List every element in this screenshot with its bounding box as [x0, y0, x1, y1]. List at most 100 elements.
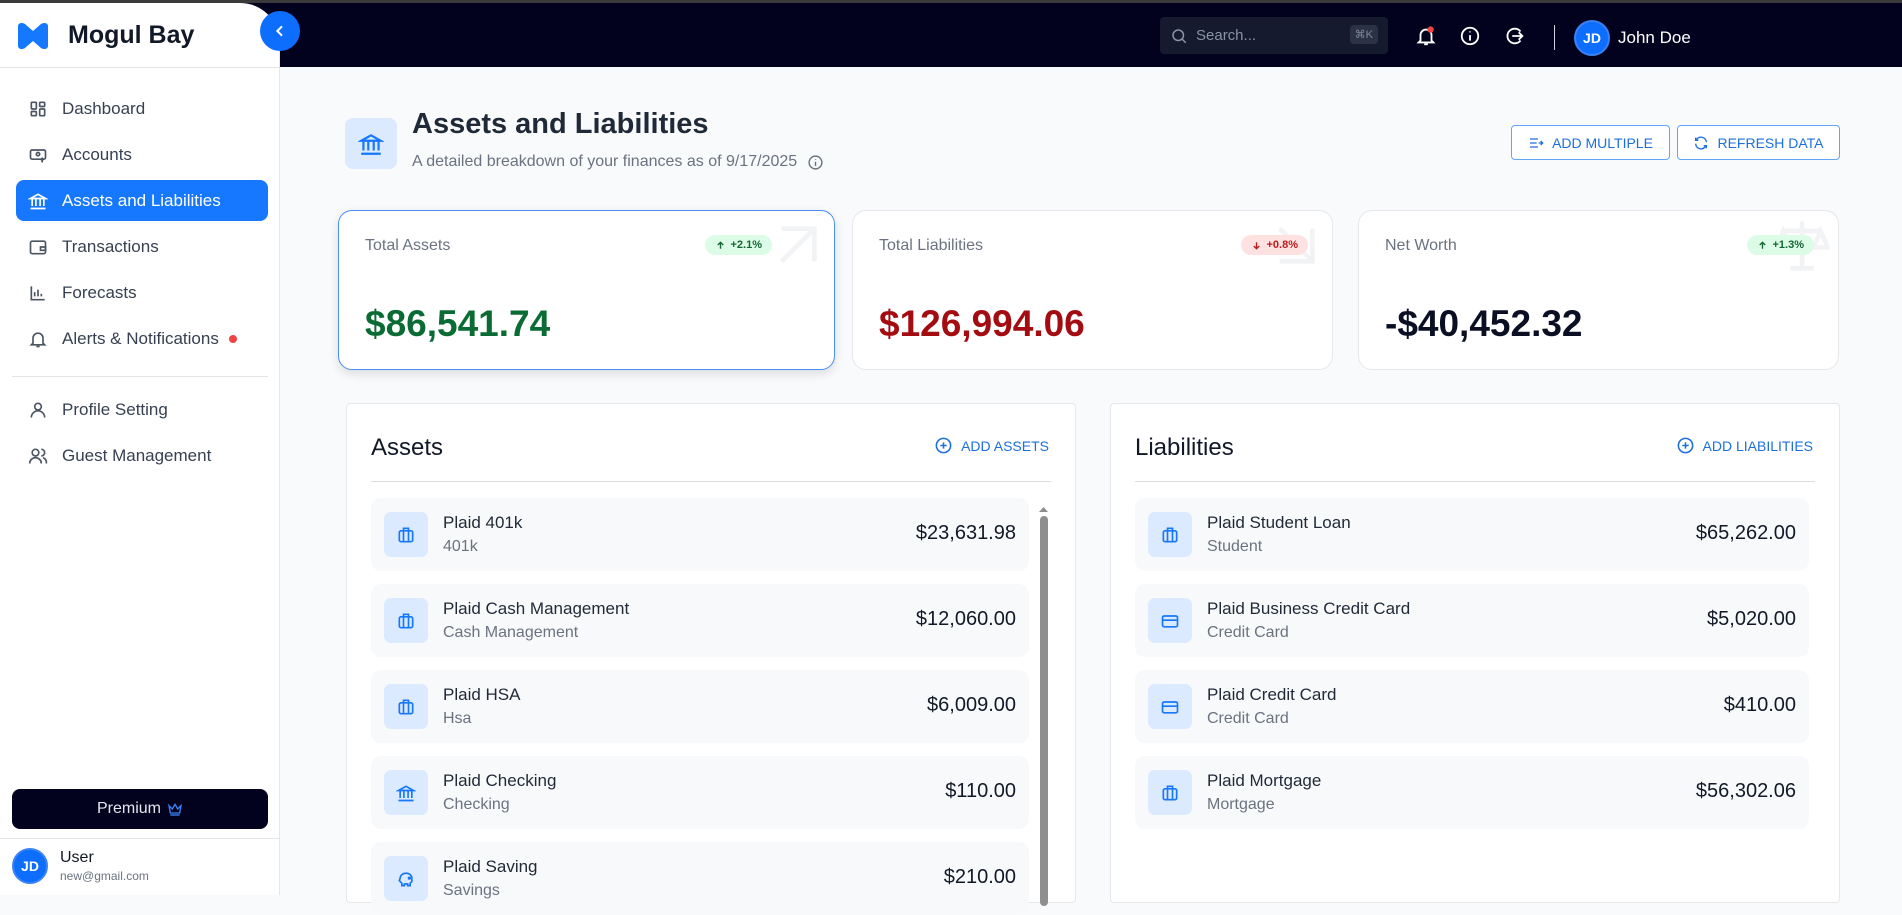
scrollbar-thumb[interactable] — [1040, 516, 1048, 906]
item-amount: $56,302.06 — [1695, 780, 1796, 802]
search-shortcut: ⌘K — [1349, 25, 1378, 44]
item-type: Cash Management — [443, 624, 579, 641]
plus-circle-icon — [935, 437, 952, 454]
sidebar-item-dashboard[interactable]: Dashboard — [16, 88, 268, 129]
card-label: Total Assets — [365, 237, 451, 254]
scroll-up-arrow-icon[interactable] — [1039, 506, 1048, 513]
item-amount: $12,060.00 — [915, 608, 1016, 630]
item-name: Plaid Mortgage — [1207, 771, 1322, 790]
item-amount: $5,020.00 — [1707, 608, 1796, 630]
refresh-icon — [1695, 136, 1708, 149]
dashboard-icon — [30, 101, 46, 116]
credit-card-icon — [1161, 614, 1179, 628]
bell-icon[interactable] — [1415, 25, 1437, 47]
list-item[interactable]: Plaid Business Credit Card Credit Card $… — [1135, 584, 1809, 657]
sidebar-item-label: Guest Management — [62, 445, 212, 465]
divider — [0, 67, 280, 68]
item-amount: $210.00 — [943, 866, 1016, 888]
item-icon — [384, 512, 428, 557]
avatar: JD — [12, 848, 48, 884]
add-liabilities-button[interactable]: ADD LIABILITIES — [1676, 436, 1813, 455]
sidebar-item-label: Transactions — [62, 236, 159, 256]
button-label: ADD MULTIPLE — [1552, 134, 1653, 151]
sidebar-item-label: Dashboard — [62, 98, 146, 118]
notification-dot — [228, 334, 237, 343]
summary-card-total-liabilities[interactable]: Total Liabilities +0.8% $126,994.06 — [852, 210, 1333, 370]
list-item[interactable]: Plaid HSA Hsa $6,009.00 — [371, 670, 1029, 743]
page-subtitle: A detailed breakdown of your finances as… — [412, 153, 824, 171]
sidebar-item-label: Profile Setting — [62, 399, 168, 419]
search-placeholder: Search... — [1196, 27, 1257, 44]
bank-icon — [396, 784, 416, 801]
change-value: +1.3% — [1772, 239, 1805, 251]
user-icon — [30, 402, 46, 418]
list-item[interactable]: Plaid Mortgage Mortgage $56,302.06 — [1135, 756, 1809, 829]
users-icon — [28, 448, 48, 464]
user-name: User — [60, 849, 94, 866]
list-item[interactable]: Plaid Checking Checking $110.00 — [371, 756, 1029, 829]
item-icon — [384, 598, 428, 643]
collapse-sidebar-button[interactable] — [260, 11, 300, 51]
user-menu[interactable]: JD John Doe — [1574, 20, 1691, 56]
card-value: -$40,452.32 — [1385, 303, 1583, 344]
refresh-data-button[interactable]: REFRESH DATA — [1677, 125, 1840, 160]
subtitle-text: A detailed breakdown of your finances as… — [412, 153, 798, 170]
item-name: Plaid Saving — [443, 857, 538, 876]
item-type: Hsa — [443, 710, 472, 727]
user-email: new@gmail.com — [60, 869, 149, 883]
liabilities-panel: Liabilities ADD LIABILITIES Plaid Studen… — [1110, 403, 1840, 903]
panel-title: Liabilities — [1135, 434, 1234, 461]
page-title: Assets and Liabilities — [412, 108, 709, 140]
item-type: Savings — [443, 882, 500, 899]
briefcase-icon — [398, 527, 414, 542]
item-icon — [384, 856, 428, 901]
sidebar-user[interactable]: JD User new@gmail.com — [12, 848, 149, 884]
piggy-bank-icon — [398, 871, 413, 886]
summary-card-total-assets[interactable]: Total Assets +2.1% $86,541.74 — [338, 210, 835, 370]
summary-card-net-worth[interactable]: Net Worth +1.3% -$40,452.32 — [1358, 210, 1839, 370]
divider — [1135, 481, 1815, 482]
info-icon[interactable] — [807, 154, 824, 171]
sidebar-item-guest-management[interactable]: Guest Management — [16, 435, 268, 476]
logout-icon[interactable] — [1504, 25, 1526, 47]
item-name: Plaid Checking — [443, 771, 557, 790]
item-type: Mortgage — [1207, 796, 1275, 813]
premium-button[interactable]: Premium — [12, 789, 268, 829]
list-item[interactable]: Plaid Cash Management Cash Management $1… — [371, 584, 1029, 657]
add-assets-button[interactable]: ADD ASSETS — [934, 436, 1049, 455]
sidebar-item-transactions[interactable]: Transactions — [16, 226, 268, 267]
briefcase-icon — [1162, 527, 1178, 542]
divider — [0, 838, 280, 839]
list-item[interactable]: Plaid Student Loan Student $65,262.00 — [1135, 498, 1809, 571]
page-icon — [345, 118, 397, 169]
item-type: Credit Card — [1207, 624, 1289, 641]
add-multiple-button[interactable]: ADD MULTIPLE — [1511, 125, 1670, 160]
search-icon — [1172, 28, 1187, 43]
list-item[interactable]: Plaid Credit Card Credit Card $410.00 — [1135, 670, 1809, 743]
list-item[interactable]: Plaid Saving Savings $210.00 — [371, 842, 1029, 915]
sidebar-item-profile-setting[interactable]: Profile Setting — [16, 389, 268, 430]
item-amount: $410.00 — [1723, 694, 1796, 716]
briefcase-icon — [1162, 785, 1178, 800]
sidebar-item-accounts[interactable]: Accounts — [16, 134, 268, 175]
search-input[interactable]: Search... ⌘K — [1160, 17, 1388, 54]
wallet-icon — [29, 239, 47, 254]
item-type: Checking — [443, 796, 510, 813]
top-header: Search... ⌘K JD John Doe — [0, 3, 1902, 67]
item-amount: $110.00 — [945, 780, 1016, 802]
logo[interactable]: Mogul Bay — [16, 21, 194, 50]
sidebar-item-alerts-notifications[interactable]: Alerts & Notifications — [16, 318, 268, 359]
change-badge: +0.8% — [1240, 235, 1308, 255]
list-item[interactable]: Plaid 401k 401k $23,631.98 — [371, 498, 1029, 571]
sidebar-item-forecasts[interactable]: Forecasts — [16, 272, 268, 313]
item-name: Plaid Business Credit Card — [1207, 599, 1411, 618]
card-label: Net Worth — [1385, 237, 1457, 254]
sidebar-item-assets-and-liabilities[interactable]: Assets and Liabilities — [16, 180, 268, 221]
sidebar-item-label: Assets and Liabilities — [62, 190, 221, 210]
logo-icon — [18, 22, 48, 49]
button-label: REFRESH DATA — [1717, 134, 1824, 151]
app-name: Mogul Bay — [68, 21, 195, 49]
info-icon[interactable] — [1459, 25, 1481, 47]
bell-icon — [29, 331, 47, 347]
assets-scrollbar[interactable] — [1039, 500, 1048, 906]
